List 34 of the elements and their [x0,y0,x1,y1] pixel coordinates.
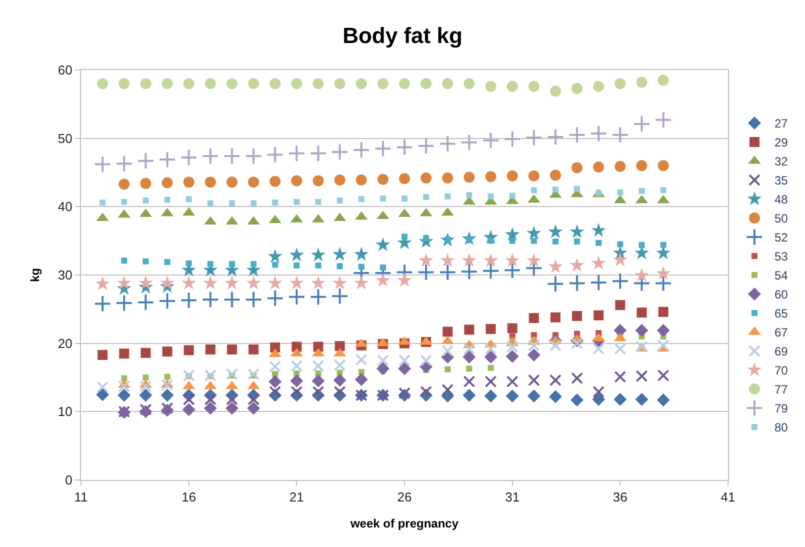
legend-label: 79 [774,402,788,416]
x-tick-label: 11 [74,490,88,505]
legend-label: 27 [774,116,788,131]
x-tick-label: 36 [612,490,628,505]
x-tick-label: 26 [397,490,412,505]
x-axis-title: week of pregnancy [349,516,459,530]
x-tick-label: 41 [720,490,736,505]
legend-label: 70 [774,364,788,378]
legend-label: 53 [774,250,788,264]
y-tick-label: 40 [58,199,72,214]
x-tick-label: 21 [289,490,304,505]
y-tick-label: 0 [65,472,72,488]
y-tick-label: 50 [58,130,72,146]
y-tick-label: 10 [58,404,72,420]
legend-label: 29 [774,136,788,150]
legend-label: 67 [774,326,788,340]
legend-label: 60 [774,288,788,302]
legend-label: 52 [774,230,788,245]
legend-label: 35 [774,174,788,188]
x-tick-label: 16 [182,490,196,505]
legend-label: 50 [774,212,788,226]
y-tick-label: 30 [58,268,72,283]
chart-title: Body fat kg [342,22,462,48]
y-tick-label: 60 [58,62,72,78]
x-tick-label: 31 [505,490,520,505]
legend-label: 48 [774,192,788,207]
legend-label: 65 [774,306,788,321]
legend-label: 32 [774,154,788,169]
y-tick-label: 20 [58,336,72,351]
legend-label: 54 [774,268,788,283]
legend-label: 69 [774,344,788,359]
legend-label: 77 [774,382,788,397]
legend-label: 80 [774,420,788,435]
y-axis-title: kg [28,268,42,282]
